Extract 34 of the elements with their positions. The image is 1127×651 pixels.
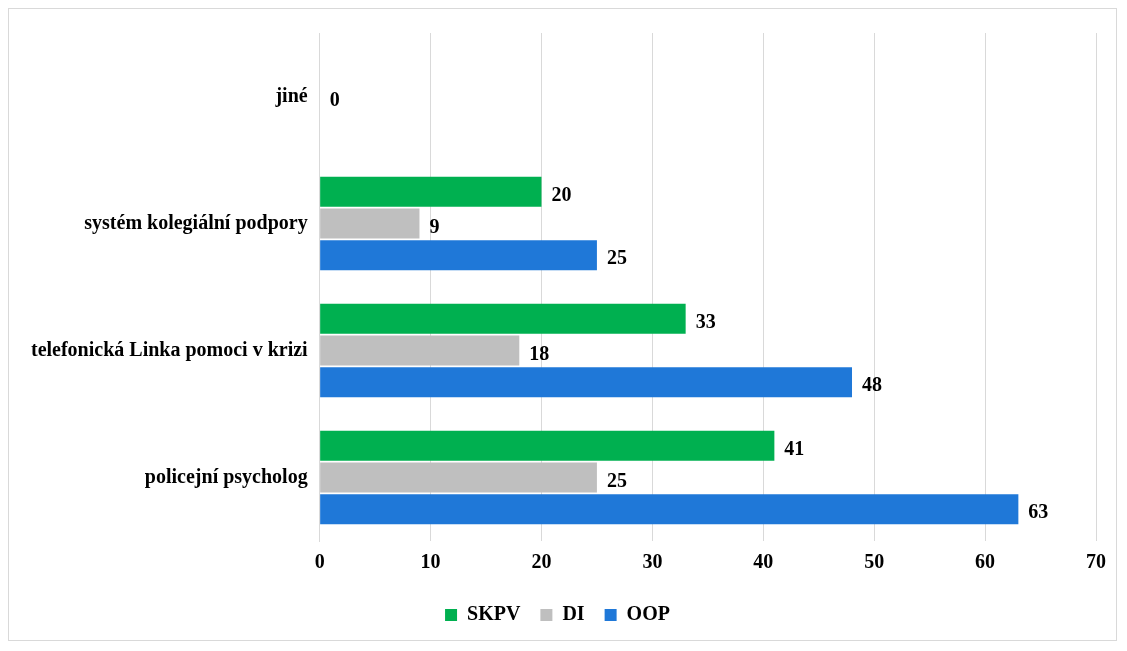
bar [320, 335, 520, 366]
data-label: 48 [862, 373, 883, 396]
data-label: 0 [329, 87, 340, 110]
bar [320, 303, 686, 334]
y-tick-label: systém kolegiální podpory [84, 210, 308, 234]
data-label: 20 [551, 182, 572, 205]
bar [320, 208, 420, 239]
data-label: 25 [606, 468, 627, 491]
x-tick-label: 30 [642, 550, 663, 573]
legend-label: SKPV [467, 602, 521, 625]
bar [320, 176, 542, 207]
data-label: 25 [606, 246, 627, 269]
data-label: 41 [784, 436, 805, 459]
data-label: 18 [529, 341, 550, 364]
legend-label: DI [562, 602, 585, 625]
y-tick-label: telefonická Linka pomoci v krizi [30, 337, 309, 361]
bar [320, 240, 597, 271]
data-label: 63 [1028, 500, 1049, 523]
legend-label: OOP [626, 602, 670, 625]
data-label: 9 [429, 214, 440, 237]
bar [320, 430, 775, 461]
bar [320, 367, 853, 398]
y-tick-label: jiné [274, 83, 308, 107]
x-tick-label: 70 [1086, 550, 1106, 573]
y-tick-label: policejní psycholog [144, 464, 308, 488]
bar [320, 494, 1019, 525]
data-label: 33 [695, 309, 716, 332]
x-tick-label: 20 [531, 550, 552, 573]
x-tick-label: 10 [420, 550, 441, 573]
bar [320, 462, 597, 493]
x-tick-label: 40 [753, 550, 774, 573]
x-tick-label: 50 [864, 550, 885, 573]
x-tick-label: 60 [975, 550, 996, 573]
x-tick-label: 0 [314, 550, 325, 573]
